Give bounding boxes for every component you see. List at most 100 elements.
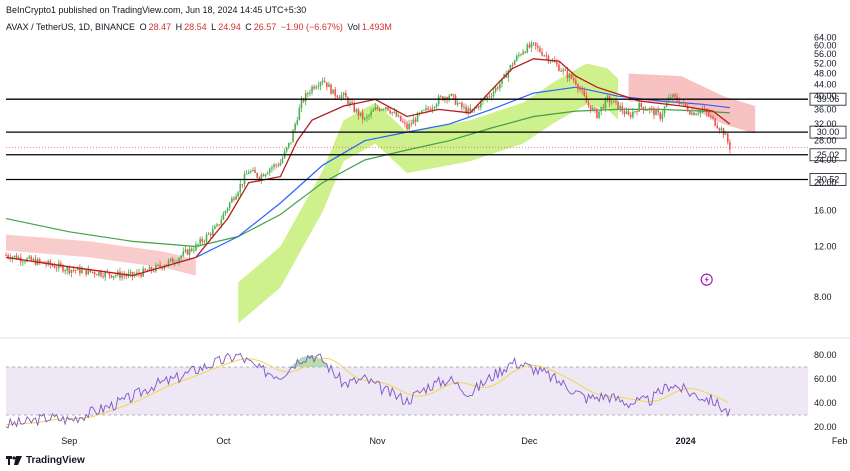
candle-body xyxy=(513,60,516,66)
candle-body xyxy=(653,108,655,116)
candle-body xyxy=(247,172,250,174)
candle-body xyxy=(212,228,214,236)
candle-body xyxy=(623,111,626,114)
candle-body xyxy=(678,101,681,105)
candle-body xyxy=(534,42,537,47)
candle-body xyxy=(298,107,301,121)
candle-body xyxy=(408,123,410,130)
candle-body xyxy=(279,162,282,166)
candle-body xyxy=(429,109,432,111)
candle-body xyxy=(313,86,315,89)
candle-body xyxy=(553,60,556,63)
candle-body xyxy=(110,275,113,278)
candle-body xyxy=(119,271,121,278)
candle-body xyxy=(686,105,689,112)
candle-body xyxy=(547,55,550,62)
candle-body xyxy=(627,111,630,115)
candle-body xyxy=(258,177,261,181)
candle-body xyxy=(224,210,227,214)
candle-body xyxy=(266,172,269,175)
candle-body xyxy=(281,157,284,163)
candle-body xyxy=(461,102,463,108)
rsi-axis-tick-label: 80.00 xyxy=(814,350,837,360)
level-tag-box xyxy=(809,173,847,186)
candle-body xyxy=(629,114,632,118)
candle-body xyxy=(420,110,423,113)
rsi-axis-tick-label: 40.00 xyxy=(814,398,837,408)
candle-body xyxy=(374,107,377,111)
candle-body xyxy=(5,255,7,256)
candle-body xyxy=(355,109,358,112)
candle-body xyxy=(505,74,507,78)
candle-body xyxy=(615,100,617,102)
candle-body xyxy=(235,196,237,200)
candle-body xyxy=(254,169,256,173)
y-axis-tick-label: 52.00 xyxy=(814,58,837,68)
candle-body xyxy=(416,112,419,122)
x-axis-label: Oct xyxy=(216,436,231,446)
y-axis-tick-label: 12.00 xyxy=(814,241,837,251)
candle-body xyxy=(404,122,406,124)
candle-body xyxy=(558,64,560,71)
candle-body xyxy=(452,94,455,96)
candle-body xyxy=(412,119,415,125)
candle-body xyxy=(414,119,417,122)
candle-body xyxy=(17,257,20,260)
candle-body xyxy=(102,276,104,278)
candle-body xyxy=(195,244,197,251)
y-axis-tick-label: 40.00 xyxy=(814,91,837,101)
candle-body xyxy=(699,109,702,114)
candle-body xyxy=(646,109,649,111)
x-axis-label: Nov xyxy=(369,436,386,446)
candle-body xyxy=(51,264,54,266)
candle-body xyxy=(228,202,231,209)
candle-body xyxy=(566,70,569,79)
rsi-axis-tick-label: 60.00 xyxy=(814,374,837,384)
candle-body xyxy=(309,92,311,94)
candle-body xyxy=(488,96,491,98)
candle-body xyxy=(602,106,605,109)
candle-body xyxy=(486,96,488,99)
candle-body xyxy=(74,270,77,271)
candle-body xyxy=(294,124,296,131)
candle-body xyxy=(526,44,529,53)
candle-body xyxy=(81,269,83,274)
candle-body xyxy=(456,103,459,105)
candle-body xyxy=(32,259,35,261)
open-value: 28.47 xyxy=(148,22,172,32)
candle-body xyxy=(556,62,558,65)
candle-body xyxy=(114,275,117,276)
change-value: −1.90 (−6.67%) xyxy=(280,22,343,32)
candle-body xyxy=(199,238,201,244)
candle-body xyxy=(79,267,81,274)
candle-body xyxy=(22,261,24,263)
candle-body xyxy=(300,99,303,108)
symbol-legend: AVAX / TetherUS, 1D, BINANCE O 28.47 H 28.… xyxy=(6,22,394,32)
candle-body xyxy=(201,238,204,242)
candle-body xyxy=(186,249,189,255)
candle-body xyxy=(184,249,187,252)
vol-value: 1.493M xyxy=(361,22,392,32)
candle-body xyxy=(458,102,461,104)
candle-body xyxy=(570,74,573,79)
candle-body xyxy=(285,147,288,152)
candle-body xyxy=(387,107,389,111)
candle-body xyxy=(252,169,254,172)
candle-body xyxy=(292,130,294,143)
candle-body xyxy=(368,115,370,117)
candle-body xyxy=(522,51,524,55)
candle-body xyxy=(342,92,345,96)
y-axis-tick-label: 36.00 xyxy=(814,104,837,114)
candle-body xyxy=(606,96,609,99)
candle-body xyxy=(53,265,56,268)
candle-body xyxy=(712,116,714,119)
candle-body xyxy=(642,106,645,111)
candle-body xyxy=(682,102,685,103)
rsi-axis-tick-label: 20.00 xyxy=(814,422,837,432)
candle-body xyxy=(163,266,166,269)
candle-body xyxy=(465,106,467,114)
candle-body xyxy=(180,255,182,259)
candle-body xyxy=(406,123,408,130)
candle-body xyxy=(610,102,613,104)
